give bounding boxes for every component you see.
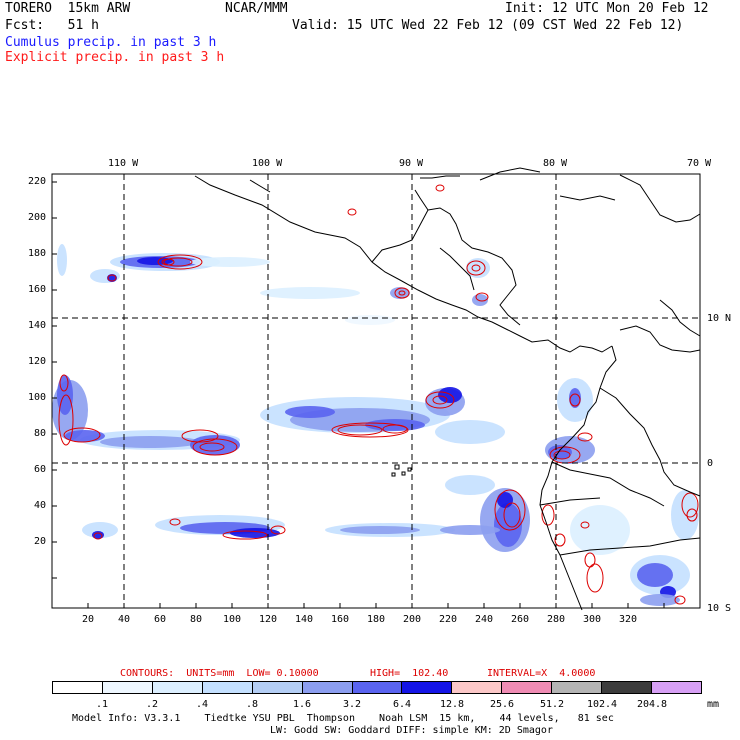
- lon-label-70w: 70 W: [687, 158, 712, 169]
- cumulus-precip-shading: [52, 244, 699, 606]
- legend-swatch: [102, 682, 153, 693]
- legend-label: 3.2: [342, 699, 362, 710]
- legend-label: 51.2: [539, 699, 565, 710]
- legend-label: .2: [145, 699, 159, 710]
- legend-swatch: [652, 682, 701, 693]
- legend-swatch: [53, 682, 103, 693]
- physics-info: LW: Godd SW: Goddard DIFF: simple KM: 2D…: [270, 725, 553, 736]
- lat-label-10s: 10 S: [707, 603, 732, 614]
- y-tick: 220: [27, 176, 46, 187]
- y-tick: 120: [27, 356, 46, 367]
- lon-label-110w: 110 W: [108, 158, 139, 169]
- lon-label-80w: 80 W: [543, 158, 568, 169]
- model-title: TORERO 15km ARW: [5, 1, 131, 16]
- lat-label-0: 0: [707, 458, 714, 469]
- y-tick: 200: [27, 212, 46, 223]
- x-tick: 140: [294, 614, 314, 625]
- valid-time: Valid: 15 UTC Wed 22 Feb 12 (09 CST Wed …: [292, 18, 684, 33]
- legend-swatch: [452, 682, 503, 693]
- legend-label: 204.8: [636, 699, 668, 710]
- x-tick: 280: [546, 614, 566, 625]
- y-tick: 20: [33, 536, 46, 547]
- contour-high: HIGH= 102.40: [370, 668, 449, 679]
- x-tick: 260: [510, 614, 530, 625]
- x-tick: 200: [402, 614, 422, 625]
- axis-ticks: [52, 181, 665, 608]
- legend-swatch: [402, 682, 453, 693]
- lat-label-10n: 10 N: [707, 313, 732, 324]
- legend-swatch: [302, 682, 353, 693]
- x-tick: 220: [438, 614, 458, 625]
- x-tick: 60: [153, 614, 167, 625]
- init-time: Init: 12 UTC Mon 20 Feb 12: [505, 1, 709, 16]
- legend-swatch: [552, 682, 603, 693]
- organization-label: NCAR/MMM: [225, 1, 288, 16]
- legend-swatch: [602, 682, 653, 693]
- legend-swatch: [252, 682, 303, 693]
- contour-interval: INTERVAL=X 4.0000: [487, 668, 596, 679]
- x-tick: 100: [222, 614, 242, 625]
- y-tick: 60: [33, 464, 46, 475]
- y-tick: 100: [27, 392, 46, 403]
- x-tick: 320: [618, 614, 638, 625]
- x-tick: 180: [366, 614, 386, 625]
- x-tick: 240: [474, 614, 494, 625]
- y-tick: 180: [27, 248, 46, 259]
- coastlines: [194, 167, 701, 611]
- explicit-precip-contours: [58, 184, 699, 605]
- legend-label: 12.8: [439, 699, 465, 710]
- contour-units: CONTOURS: UNITS=mm LOW= 0.10000: [120, 668, 319, 679]
- legend-label: 1.6: [292, 699, 312, 710]
- legend-swatch: [502, 682, 553, 693]
- legend-unit: mm: [707, 699, 720, 710]
- x-tick: 80: [189, 614, 203, 625]
- x-tick: 300: [582, 614, 602, 625]
- lat-lon-grid: [52, 174, 700, 608]
- y-tick: 80: [33, 428, 46, 439]
- legend-label: 25.6: [489, 699, 515, 710]
- cumulus-precip-label: Cumulus precip. in past 3 h: [5, 35, 217, 50]
- color-legend: [52, 681, 702, 694]
- explicit-precip-label: Explicit precip. in past 3 h: [5, 50, 225, 65]
- y-tick: 160: [27, 284, 46, 295]
- legend-label: 6.4: [392, 699, 412, 710]
- x-tick: 40: [117, 614, 131, 625]
- y-tick: 40: [33, 500, 46, 511]
- legend-swatch: [352, 682, 403, 693]
- legend-label: .4: [195, 699, 209, 710]
- lon-label-90w: 90 W: [399, 158, 424, 169]
- x-tick: 160: [330, 614, 350, 625]
- forecast-hour: Fcst: 51 h: [5, 18, 99, 33]
- lon-label-100w: 100 W: [252, 158, 283, 169]
- x-tick: 20: [81, 614, 95, 625]
- x-tick: 120: [258, 614, 278, 625]
- legend-swatch: [202, 682, 253, 693]
- legend-swatch: [152, 682, 203, 693]
- legend-label: 102.4: [586, 699, 618, 710]
- y-tick: 140: [27, 320, 46, 331]
- model-info: Model Info: V3.3.1 Tiedtke YSU PBL Thomp…: [72, 713, 614, 724]
- legend-label: .8: [245, 699, 259, 710]
- legend-label: .1: [95, 699, 109, 710]
